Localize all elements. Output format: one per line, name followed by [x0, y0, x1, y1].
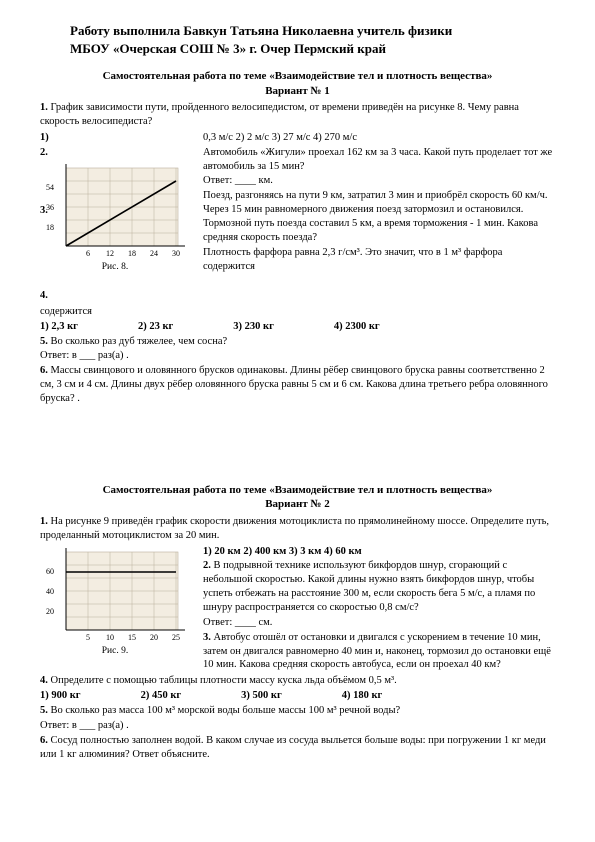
- v2-left-col: 20 40 60 5 10 15 20 25 Рис. 9.: [40, 544, 195, 658]
- chart-svg: 20 40 60 5 10 15 20 25: [40, 546, 190, 644]
- svg-text:18: 18: [128, 249, 136, 258]
- v1-q1-opts: 0,3 м/с 2) 2 м/с 3) 27 м/с 4) 270 м/с: [203, 131, 555, 145]
- v2-chart-row: 20 40 60 5 10 15 20 25 Рис. 9. 1) 20 км …: [40, 544, 555, 674]
- v2-q1: 1. На рисунке 9 приведён график скорости…: [40, 515, 555, 543]
- v2-q1o: 1) 20 км 2) 400 км 3) 3 км 4) 60 км: [203, 545, 555, 559]
- svg-text:30: 30: [172, 249, 180, 258]
- v1-variant: Вариант № 1: [40, 84, 555, 99]
- v1-chart-caption: Рис. 8.: [40, 261, 190, 274]
- v1-q3a: Поезд, разгоняясь на пути 9 км, затратил…: [203, 189, 555, 244]
- q-num: 1): [40, 132, 49, 143]
- svg-text:60: 60: [46, 567, 54, 576]
- svg-text:40: 40: [46, 587, 54, 596]
- v1-q2a: Автомобиль «Жигули» проехал 162 км за 3 …: [203, 146, 555, 174]
- document-header: Работу выполнила Бавкун Татьяна Николаев…: [40, 22, 555, 57]
- v1-q4-num: 4.: [40, 289, 195, 303]
- header-line-2: МБОУ «Очерская СОШ № 3» г. Очер Пермский…: [70, 40, 555, 58]
- section-gap: [40, 407, 555, 477]
- opt: 2) 23 кг: [138, 320, 173, 334]
- opt: 3) 500 кг: [241, 689, 282, 703]
- q-num: 4.: [40, 675, 48, 686]
- v2-title: Самостоятельная работа по теме «Взаимоде…: [40, 483, 555, 498]
- q-num: 3.: [203, 632, 211, 643]
- v1-q6: 6. Массы свинцового и оловянного брусков…: [40, 364, 555, 406]
- svg-text:10: 10: [106, 633, 114, 642]
- svg-text:25: 25: [172, 633, 180, 642]
- q-num: 6.: [40, 735, 48, 746]
- v2-q2: 2. В подрывной технике используют бикфор…: [203, 559, 555, 614]
- v1-title: Самостоятельная работа по теме «Взаимоде…: [40, 69, 555, 84]
- opt: 2) 450 кг: [141, 689, 182, 703]
- v2-q4: 4. Определите с помощью таблицы плотност…: [40, 674, 555, 688]
- q-num: 5.: [40, 705, 48, 716]
- q-text: В подрывной технике используют бикфордов…: [203, 560, 535, 613]
- v1-q2b: Ответ: ____ км.: [203, 174, 555, 188]
- v1-chart-row: 1) 2. 18 36: [40, 130, 555, 304]
- v1-q4-opts: 1) 2,3 кг 2) 23 кг 3) 230 кг 4) 2300 кг: [40, 320, 555, 334]
- svg-text:20: 20: [150, 633, 158, 642]
- v2-variant: Вариант № 2: [40, 497, 555, 512]
- v1-right-col: 0,3 м/с 2) 2 м/с 3) 27 м/с 4) 270 м/с Ав…: [203, 130, 555, 275]
- v2-q4-opts: 1) 900 кг 2) 450 кг 3) 500 кг 4) 180 кг: [40, 689, 555, 703]
- v2-chart-caption: Рис. 9.: [40, 645, 190, 658]
- q-num: 1.: [40, 102, 48, 113]
- svg-text:5: 5: [86, 633, 90, 642]
- q-text: Автобус отошёл от остановки и двигался с…: [203, 632, 551, 671]
- q-num: 2.: [40, 147, 48, 158]
- q-text: Сосуд полностью заполнен водой. В каком …: [40, 735, 546, 760]
- opt: 1) 900 кг: [40, 689, 81, 703]
- q-num: 3.: [40, 205, 48, 216]
- v2-right-col: 1) 20 км 2) 400 км 3) 3 км 4) 60 км 2. В…: [203, 544, 555, 674]
- svg-text:20: 20: [46, 607, 54, 616]
- q-num: 4.: [40, 290, 48, 301]
- v1-q1: 1. График зависимости пути, пройденного …: [40, 101, 555, 129]
- q-num: 2.: [203, 560, 211, 571]
- v2-chart: 20 40 60 5 10 15 20 25 Рис. 9.: [40, 546, 190, 658]
- v1-q5: 5. Во сколько раз дуб тяжелее, чем сосна…: [40, 335, 555, 349]
- svg-text:6: 6: [86, 249, 90, 258]
- q-text: Массы свинцового и оловянного брусков од…: [40, 365, 548, 404]
- q-text: Во сколько раз масса 100 м³ морской воды…: [48, 705, 400, 716]
- v2-q5: 5. Во сколько раз масса 100 м³ морской в…: [40, 704, 555, 718]
- v1-q3-num: 3.: [40, 204, 195, 218]
- svg-text:54: 54: [46, 183, 54, 192]
- opt: 4) 2300 кг: [334, 320, 380, 334]
- v1-q4: Плотность фарфора равна 2,3 г/см³. Это з…: [203, 246, 555, 274]
- opt: 1) 2,3 кг: [40, 320, 78, 334]
- q-text: Во сколько раз дуб тяжелее, чем сосна?: [48, 336, 227, 347]
- v1-left-col: 1) 2. 18 36: [40, 130, 195, 304]
- q-text: Определите с помощью таблицы плотности м…: [48, 675, 397, 686]
- opt: 4) 180 кг: [342, 689, 383, 703]
- opt: 3) 230 кг: [233, 320, 274, 334]
- v1-q5a: Ответ: в ___ раз(а) .: [40, 349, 555, 363]
- q-num: 6.: [40, 365, 48, 376]
- q-text: На рисунке 9 приведён график скорости дв…: [40, 516, 549, 541]
- svg-text:12: 12: [106, 249, 114, 258]
- header-line-1: Работу выполнила Бавкун Татьяна Николаев…: [70, 22, 555, 40]
- v2-q2b: Ответ: ____ см.: [203, 616, 555, 630]
- q-text: График зависимости пути, пройденного вел…: [40, 102, 519, 127]
- v1-q4-continue: содержится: [40, 305, 555, 319]
- q-num: 1.: [40, 516, 48, 527]
- v2-q6: 6. Сосуд полностью заполнен водой. В как…: [40, 734, 555, 762]
- document-page: Работу выполнила Бавкун Татьяна Николаев…: [0, 0, 595, 782]
- v2-q5a: Ответ: в ___ раз(а) .: [40, 719, 555, 733]
- q-num: 5.: [40, 336, 48, 347]
- v2-q3: 3. Автобус отошёл от остановки и двигалс…: [203, 631, 555, 673]
- svg-text:18: 18: [46, 223, 54, 232]
- svg-text:24: 24: [150, 249, 158, 258]
- svg-text:15: 15: [128, 633, 136, 642]
